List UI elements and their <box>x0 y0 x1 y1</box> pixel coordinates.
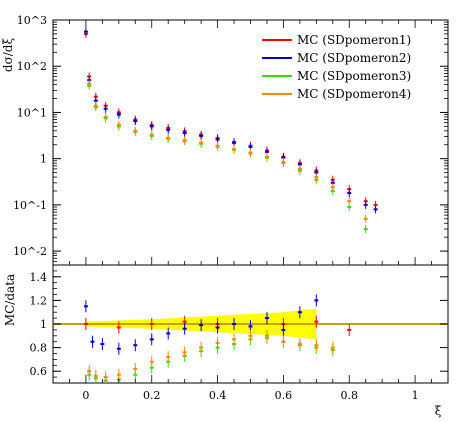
main-y-tick-label: 1 <box>40 153 47 166</box>
main-series <box>83 27 378 234</box>
main-y-tick-label: 10^-1 <box>13 199 47 212</box>
legend-label: MC (SDpomeron2) <box>297 51 411 65</box>
ratio-y-tick-label: 1.4 <box>30 271 48 284</box>
ratio-y-tick-label: 0.6 <box>30 365 48 378</box>
ratio-x-tick-label: 0.4 <box>209 389 227 402</box>
legend-label: MC (SDpomeron4) <box>297 87 411 101</box>
ratio-y-tick-label: 0.8 <box>30 342 48 355</box>
ratio-x-tick-label: 0.6 <box>275 389 293 402</box>
ratio-panel: 0.6 0.8 1 1.2 1.4 0 0.2 0.4 0.6 0.8 1 MC/data ξ <box>3 264 449 418</box>
ratio-x-tick-label: 0.8 <box>341 389 359 402</box>
main-y-ticks: 10^-2 10^-1 1 10^1 10^2 10^3 <box>13 14 448 266</box>
main-y-tick-label: 10^-2 <box>13 245 47 258</box>
legend-label: MC (SDpomeron1) <box>297 33 411 47</box>
ratio-x-ticks: 0 0.2 0.4 0.6 0.8 1 <box>52 375 449 402</box>
ratio-y-ticks: 0.6 0.8 1 1.2 1.4 <box>30 264 448 384</box>
ratio-y-axis-label: MC/data <box>3 274 17 326</box>
legend-label: MC (SDpomeron3) <box>297 69 411 83</box>
main-y-tick-label: 10^1 <box>17 106 47 119</box>
ratio-x-tick-label: 0 <box>82 389 89 402</box>
ratio-y-tick-label: 1.2 <box>30 294 48 307</box>
ratio-x-tick-label: 0.2 <box>143 389 161 402</box>
ratio-x-tick-label: 1 <box>412 389 419 402</box>
main-y-tick-label: 10^2 <box>17 60 47 73</box>
ratio-y-tick-label: 1 <box>40 318 47 331</box>
legend: MC (SDpomeron1) MC (SDpomeron2) MC (SDpome… <box>262 33 411 101</box>
main-panel: 10^-2 10^-1 1 10^1 10^2 10^3 dσ/dξ MC (SDpome… <box>1 14 449 266</box>
x-axis-label: ξ <box>435 404 442 418</box>
main-y-tick-label: 10^3 <box>17 14 47 27</box>
main-x-ticks <box>52 20 449 265</box>
main-y-axis-label: dσ/dξ <box>1 38 15 73</box>
